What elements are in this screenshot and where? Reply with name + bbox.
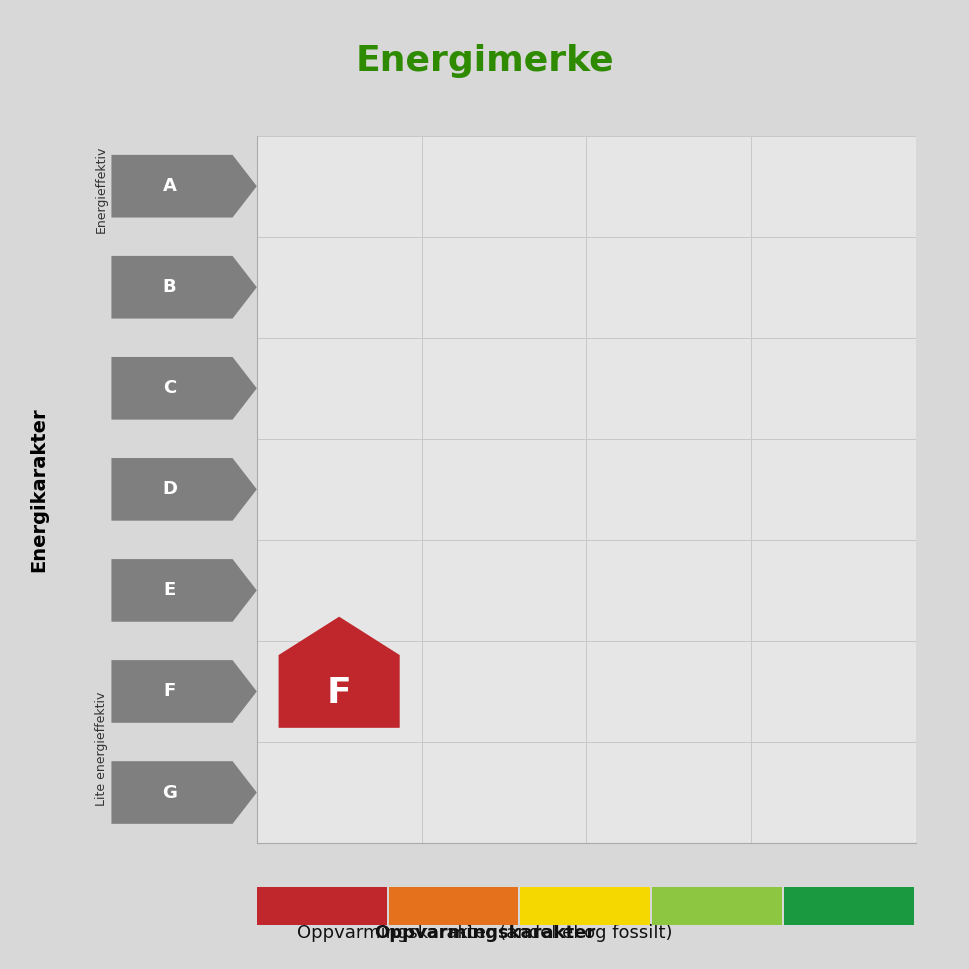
Text: Høy andel: Høy andel <box>262 890 339 904</box>
Text: Oppvarmingskarakter: Oppvarmingskarakter <box>374 923 595 942</box>
Text: Lite energieffektiv: Lite energieffektiv <box>95 692 109 806</box>
Text: E: E <box>164 581 175 600</box>
Text: Energimerke: Energimerke <box>356 44 613 78</box>
Text: F: F <box>327 676 352 710</box>
Text: D: D <box>162 481 177 498</box>
Text: Energikarakter: Energikarakter <box>29 407 48 572</box>
Text: A: A <box>163 177 176 195</box>
Text: Oppvarmingskarakter (andel el og fossilt): Oppvarmingskarakter (andel el og fossilt… <box>297 923 672 942</box>
Text: Energieffektiv: Energieffektiv <box>95 145 109 233</box>
Text: B: B <box>163 278 176 297</box>
Text: F: F <box>164 682 175 701</box>
Text: C: C <box>163 379 176 397</box>
Text: G: G <box>162 784 177 801</box>
Text: Lav andel: Lav andel <box>841 890 916 904</box>
Text: Oppvarmingskarakter (andel el og fossilt): Oppvarmingskarakter (andel el og fossilt… <box>297 923 672 942</box>
